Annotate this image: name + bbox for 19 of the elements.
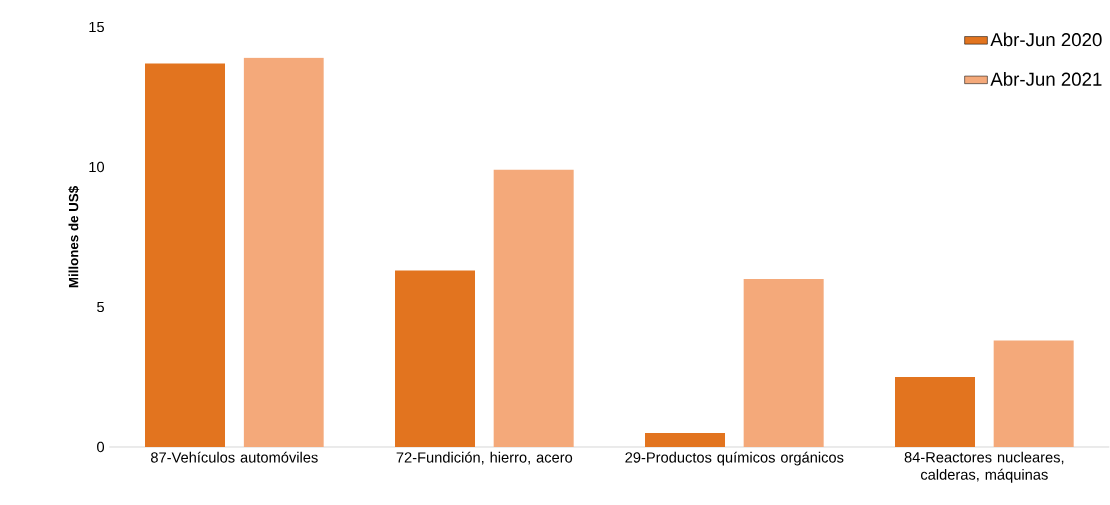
x-tick-label: 72-Fundición, hierro, acero <box>396 451 573 465</box>
bar <box>243 57 324 447</box>
bar <box>395 270 476 447</box>
y-tick-label: 5 <box>97 301 104 313</box>
bar <box>145 63 226 447</box>
y-axis-title: Millones de US$ <box>68 186 80 288</box>
legend-label: Abr-Jun 2020 <box>990 32 1102 47</box>
x-tick-label: 84-Reactores nucleares, calderas, máquinas <box>904 451 1064 483</box>
legend-label: Abr-Jun 2021 <box>990 72 1102 86</box>
bar <box>645 432 726 447</box>
y-tick-label: 15 <box>89 21 104 33</box>
bar <box>743 278 824 447</box>
bar <box>993 340 1074 447</box>
bar <box>493 169 574 447</box>
y-tick-label: 10 <box>89 161 105 173</box>
x-tick-label: 87-Vehículos automóviles <box>150 451 318 463</box>
y-tick-label: 0 <box>97 441 105 453</box>
x-tick-label: 29-Productos químicos orgánicos <box>625 451 844 466</box>
bar <box>895 376 975 447</box>
